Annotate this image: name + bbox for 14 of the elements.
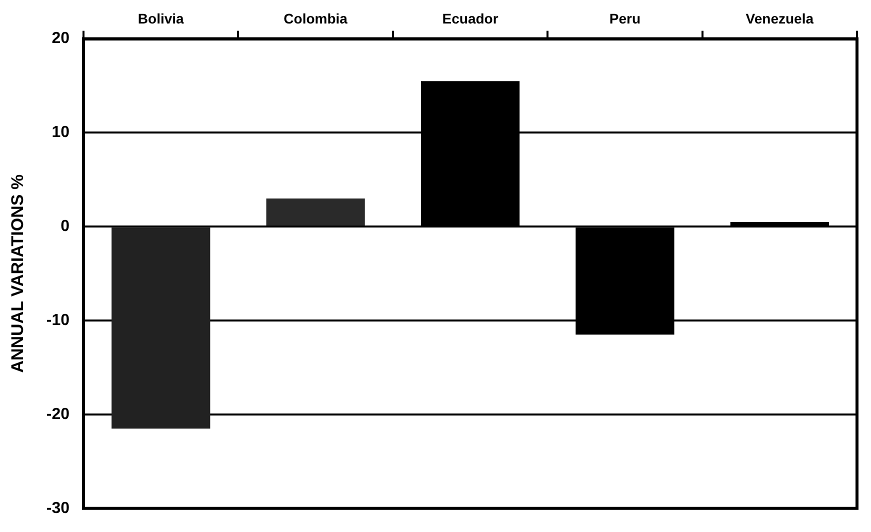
y-tick-label: 0 (60, 218, 70, 236)
x-tick-label: Venezuela (746, 10, 814, 26)
x-tick-label: Ecuador (442, 10, 499, 26)
y-tick-label: 10 (52, 124, 70, 142)
y-tick-label: 20 (52, 30, 70, 48)
x-tick-label: Colombia (284, 10, 348, 26)
y-tick-label: -10 (46, 312, 70, 329)
bar (266, 198, 365, 226)
x-tick-label: Bolivia (138, 10, 184, 26)
y-axis-title: ANNUAL VARIATIONS % (8, 174, 27, 373)
y-tick-label: -20 (46, 406, 70, 423)
x-tick-label: Peru (609, 10, 641, 26)
bar (112, 228, 210, 429)
y-tick-label: -30 (46, 500, 70, 517)
